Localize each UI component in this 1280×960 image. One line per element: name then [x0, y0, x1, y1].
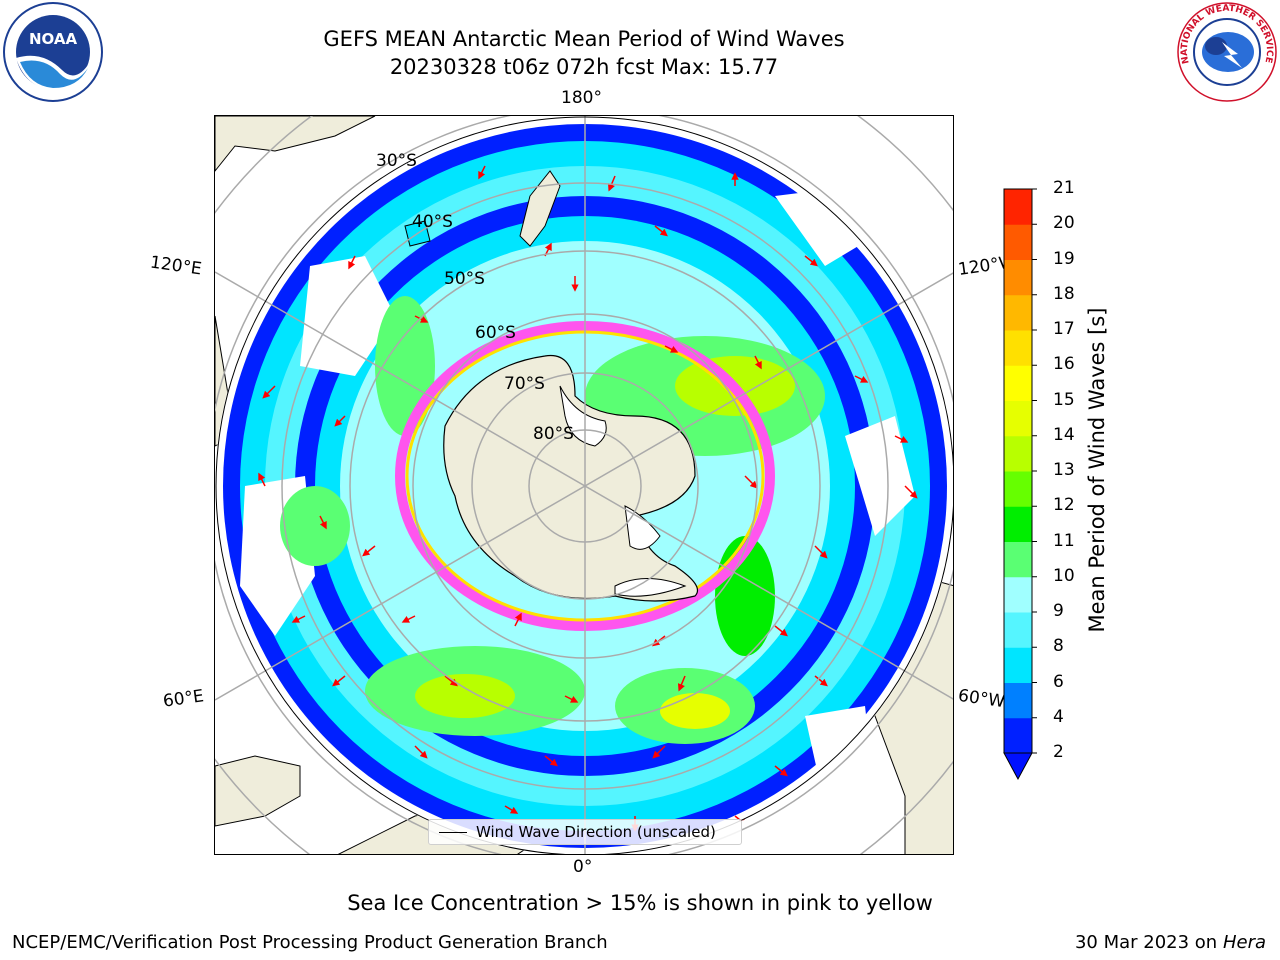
colorbar-segment [1004, 435, 1032, 472]
lat-label-70s: 70°S [504, 374, 545, 394]
chart-subtitle: 20230328 t06z 072h fcst Max: 15.77 [389, 55, 779, 79]
colorbar-segment [1004, 471, 1032, 507]
colorbar-segment [1004, 541, 1032, 578]
colorbar-tick-label: 12 [1053, 495, 1075, 516]
lat-label-50s: 50°S [444, 269, 485, 289]
lon-label-180: 180° [561, 88, 602, 108]
land-australia-top [215, 116, 376, 172]
colorbar-segment [1004, 612, 1032, 648]
colorbar-segment [1004, 576, 1032, 613]
lat-label-40s: 40°S [412, 212, 453, 232]
colorbar-tick-label: 21 [1053, 178, 1075, 198]
lat-label-80s: 80°S [533, 424, 574, 444]
colorbar-label: Mean Period of Wind Waves [s] [1085, 307, 1109, 633]
colorbar-tick-label: 6 [1053, 671, 1064, 692]
map-frame [214, 115, 954, 855]
lon-label-0: 0° [573, 857, 593, 877]
footer-date-text: 30 Mar 2023 on [1074, 932, 1218, 953]
map-boundary [215, 116, 953, 854]
colorbar-segment [1004, 259, 1032, 296]
amery-ice-shelf [614, 578, 687, 597]
legend-label: Wind Wave Direction (unscaled) [476, 823, 716, 841]
wave-arrows [258, 165, 918, 832]
colorbar-tick-label: 9 [1053, 601, 1064, 621]
footer-host: Hera [1222, 932, 1266, 953]
map-legend: Wind Wave Direction (unscaled) [428, 819, 742, 845]
colorbar-tick-label: 20 [1053, 213, 1075, 234]
colorbar-segment [1004, 294, 1032, 331]
colorbar-segment [1004, 189, 1032, 225]
weddell-ice-shelf [624, 505, 661, 550]
colorbar-tick-label: 14 [1053, 424, 1075, 445]
colorbar-tick-label: 11 [1053, 530, 1075, 551]
colorbar-segment [1004, 365, 1032, 401]
land-madagascar [215, 755, 301, 827]
colorbar-tick-label: 4 [1053, 706, 1064, 727]
colorbar-tick-label: 16 [1053, 354, 1075, 375]
colorbar [1003, 188, 1037, 781]
land-new-zealand [519, 170, 561, 247]
colorbar-tick-label: 19 [1053, 248, 1075, 269]
polar-map [215, 116, 953, 854]
colorbar-segment [1004, 647, 1032, 683]
colorbar-segment [1004, 682, 1032, 719]
colorbar-tick-label: 18 [1053, 283, 1075, 304]
colorbar-segment [1004, 330, 1032, 366]
sea-ice-note: Sea Ice Concentration > 15% is shown in … [347, 891, 933, 915]
noaa-logo: NOAA [3, 2, 103, 102]
lat-label-30s: 30°S [376, 151, 417, 171]
colorbar-tick-label: 2 [1053, 742, 1064, 762]
legend-line-swatch [439, 831, 467, 833]
colorbar-segment [1004, 224, 1032, 260]
footer-date: 30 Mar 2023 on Hera [1075, 932, 1266, 953]
colorbar-tick-label: 10 [1053, 565, 1075, 586]
lon-label-60w: 60°W [956, 685, 1007, 713]
graticule [215, 116, 953, 854]
colorbar-tick-label: 8 [1053, 636, 1064, 657]
colorbar-tick-label: 15 [1053, 389, 1075, 410]
svg-text:NOAA: NOAA [29, 30, 78, 48]
colorbar-tick-label: 17 [1053, 319, 1075, 339]
colorbar-segment [1004, 717, 1032, 754]
colorbar-tick-label: 13 [1053, 460, 1075, 480]
colorbar-segment [1004, 400, 1032, 437]
colorbar-extend-min [1003, 752, 1033, 781]
lon-label-120e: 120°E [148, 252, 203, 280]
footer-credit: NCEP/EMC/Verification Post Processing Pr… [12, 932, 608, 953]
colorbar-segment [1004, 506, 1032, 542]
lat-label-60s: 60°S [475, 323, 516, 343]
lon-label-60e: 60°E [161, 686, 206, 712]
chart-title: GEFS MEAN Antarctic Mean Period of Wind … [323, 27, 845, 51]
nws-logo: NATIONAL WEATHER SERVICE [1177, 2, 1277, 102]
